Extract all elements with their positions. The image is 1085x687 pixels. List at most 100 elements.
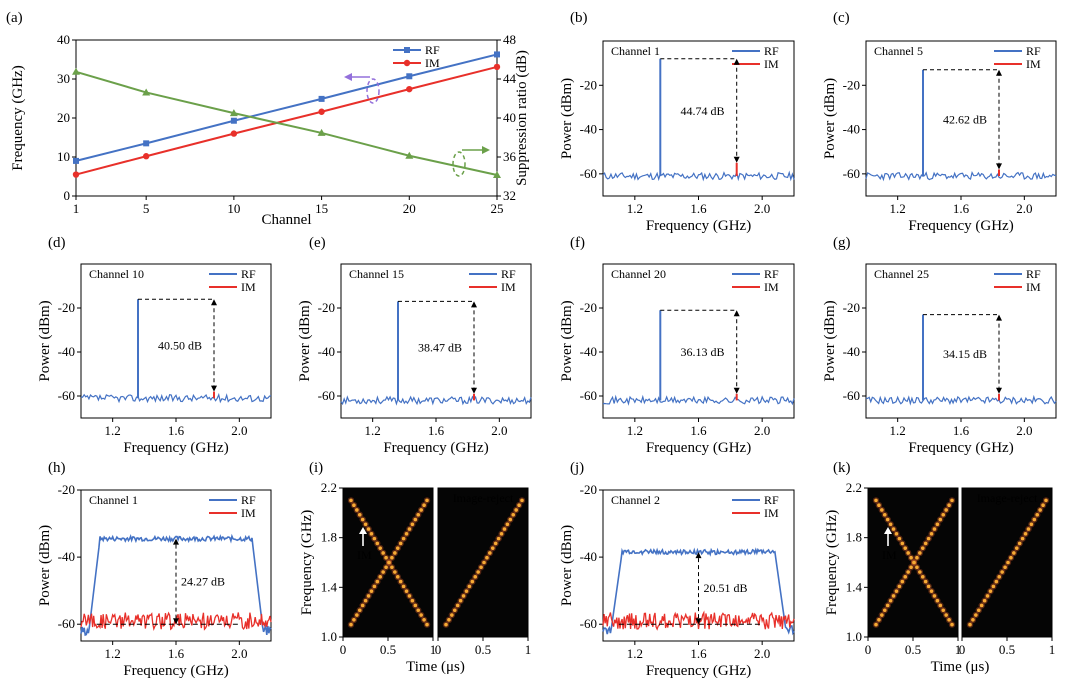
chirp-glow [945,616,953,624]
chirp-point [923,579,928,584]
channel-label: Channel 5 [874,44,923,58]
chirp-glow [371,583,378,590]
axis-ticks: 1.2 1.6 2.0 -20 -40 -60 [58,482,248,661]
chirp-point [1044,498,1048,503]
chirp-glow [975,607,982,614]
chirp-point [888,522,893,527]
panel-label: (a) [6,10,23,26]
chirp-glow [474,568,482,576]
x-tick-label: 0.5 [905,642,921,657]
chirp-point [938,603,943,608]
chirp-glow [916,549,924,557]
x-axis-label: Frequency (GHz) [646,440,751,456]
rf-noise-trace [865,170,1057,182]
y-tick-label: 20 [57,110,70,125]
rf-noise-trace [865,394,1057,406]
data-point [493,171,501,179]
chirp-glow [423,497,431,504]
y-axis-label: Frequency (GHz) [824,510,840,615]
chirp-glow [391,568,399,576]
chirp-point [450,613,454,617]
suppression-annotation: 20.51 dB [704,581,748,595]
chirp-point [1041,503,1045,507]
data-point [406,73,413,80]
chirp-point [452,608,457,613]
data-point [494,51,500,58]
legend-im-label: IM [425,56,440,70]
chirp-glow [403,530,410,538]
chirp-point [920,546,925,550]
chirp-point [375,579,380,584]
chirp-point [877,618,881,622]
chirp-glow [417,506,425,514]
chirp-glow [400,535,407,542]
arrow-left-icon [344,73,352,81]
chirp-point [375,541,380,546]
arrow-down-icon [471,387,477,394]
chirp-point [974,613,978,617]
chirp-point [416,608,421,613]
chirp-point [387,560,391,565]
panel-label: (g) [833,235,851,251]
chirp-point [505,522,510,527]
chirp-glow [919,573,926,581]
chirp-point [891,594,896,598]
chirp-glow [412,516,419,523]
panel-c: (c) 1.2 1.6 2.0 -20 -40 -60 Frequency (GHz) Powe… [822,10,1057,234]
chirp-point [485,555,489,560]
chirp-point [349,498,353,503]
chirp-point [991,584,996,589]
chirp-point [880,613,884,617]
x-tick-label: 1 [525,642,532,657]
y2-tick-label: 32 [503,188,516,203]
chirp-glow [890,592,897,600]
chirp-glow [382,564,390,571]
chirp-point [935,522,940,527]
chirp-glow [451,607,458,614]
chirp-glow [495,535,502,542]
rf-noise-trace [340,395,532,406]
y-tick-label: 1.8 [321,530,337,545]
chirp-point [366,594,371,598]
rf-noise-trace [602,170,795,182]
panel-label: (c) [833,10,850,26]
x-tick-label: 2.0 [1016,423,1032,438]
x-tick-label: 0.5 [380,642,396,657]
data-point [230,117,237,124]
chirp-glow [1034,511,1041,518]
chirp-point [407,527,412,531]
x-axis-label: Frequency (GHz) [908,440,1013,456]
chirp-glow [934,521,941,528]
chirp-glow [1016,540,1023,547]
chirp-point [1012,551,1016,555]
data-point [73,157,79,164]
legend-im-label: IM [764,506,779,520]
chirp-glow [1031,516,1038,523]
chirp-glow [409,521,416,528]
chirp-point [425,498,429,503]
chirp-glow [420,501,428,509]
chirp-glow [966,621,974,628]
rf-noise-trace [80,392,272,404]
chirp-point [882,512,887,517]
chirp-glow [1028,521,1035,528]
chirp-point [935,598,940,603]
chirp-point [467,584,472,589]
chirp-glow [890,525,897,533]
image-reject-label: Image-reject [453,491,514,505]
chirp-point [363,598,368,603]
axis-ticks: 1.2 1.6 2.0 -20 -40 -60 [580,300,771,438]
chirp-point [1032,517,1037,522]
y-tick-label: -60 [580,388,597,403]
x-axis-label: Frequency (GHz) [123,440,228,456]
chirp-glow [1001,564,1009,571]
chirp-glow [489,544,496,552]
chirp-point [384,555,388,560]
axis-indicator-left [366,78,380,104]
chirp-glow [902,573,909,581]
y-tick-label: -40 [58,549,75,564]
suppression-annotation: 38.47 dB [418,341,462,355]
chirp-point [355,508,359,512]
